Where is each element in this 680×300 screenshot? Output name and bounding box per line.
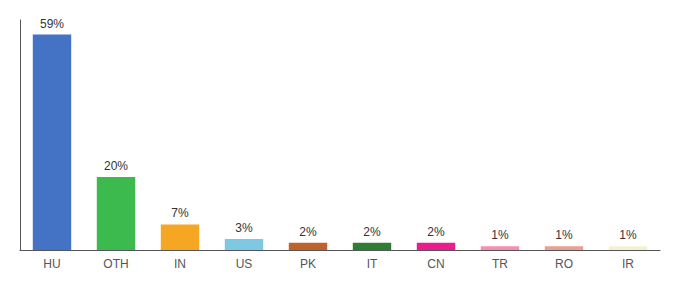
svg-text:IN: IN xyxy=(174,257,186,271)
svg-text:RO: RO xyxy=(555,257,573,271)
svg-text:CN: CN xyxy=(427,257,444,271)
svg-text:1%: 1% xyxy=(491,228,509,242)
svg-text:US: US xyxy=(236,257,253,271)
svg-text:HU: HU xyxy=(43,257,60,271)
svg-text:IR: IR xyxy=(622,257,634,271)
svg-text:IT: IT xyxy=(367,257,378,271)
svg-text:2%: 2% xyxy=(299,225,317,239)
svg-text:2%: 2% xyxy=(427,225,445,239)
svg-text:20%: 20% xyxy=(104,159,128,173)
svg-text:59%: 59% xyxy=(40,17,64,31)
svg-text:TR: TR xyxy=(492,257,508,271)
svg-text:OTH: OTH xyxy=(103,257,128,271)
svg-text:PK: PK xyxy=(300,257,316,271)
svg-text:3%: 3% xyxy=(235,221,253,235)
svg-text:7%: 7% xyxy=(171,206,189,220)
svg-text:1%: 1% xyxy=(555,228,573,242)
svg-text:2%: 2% xyxy=(363,225,381,239)
svg-text:1%: 1% xyxy=(619,228,637,242)
